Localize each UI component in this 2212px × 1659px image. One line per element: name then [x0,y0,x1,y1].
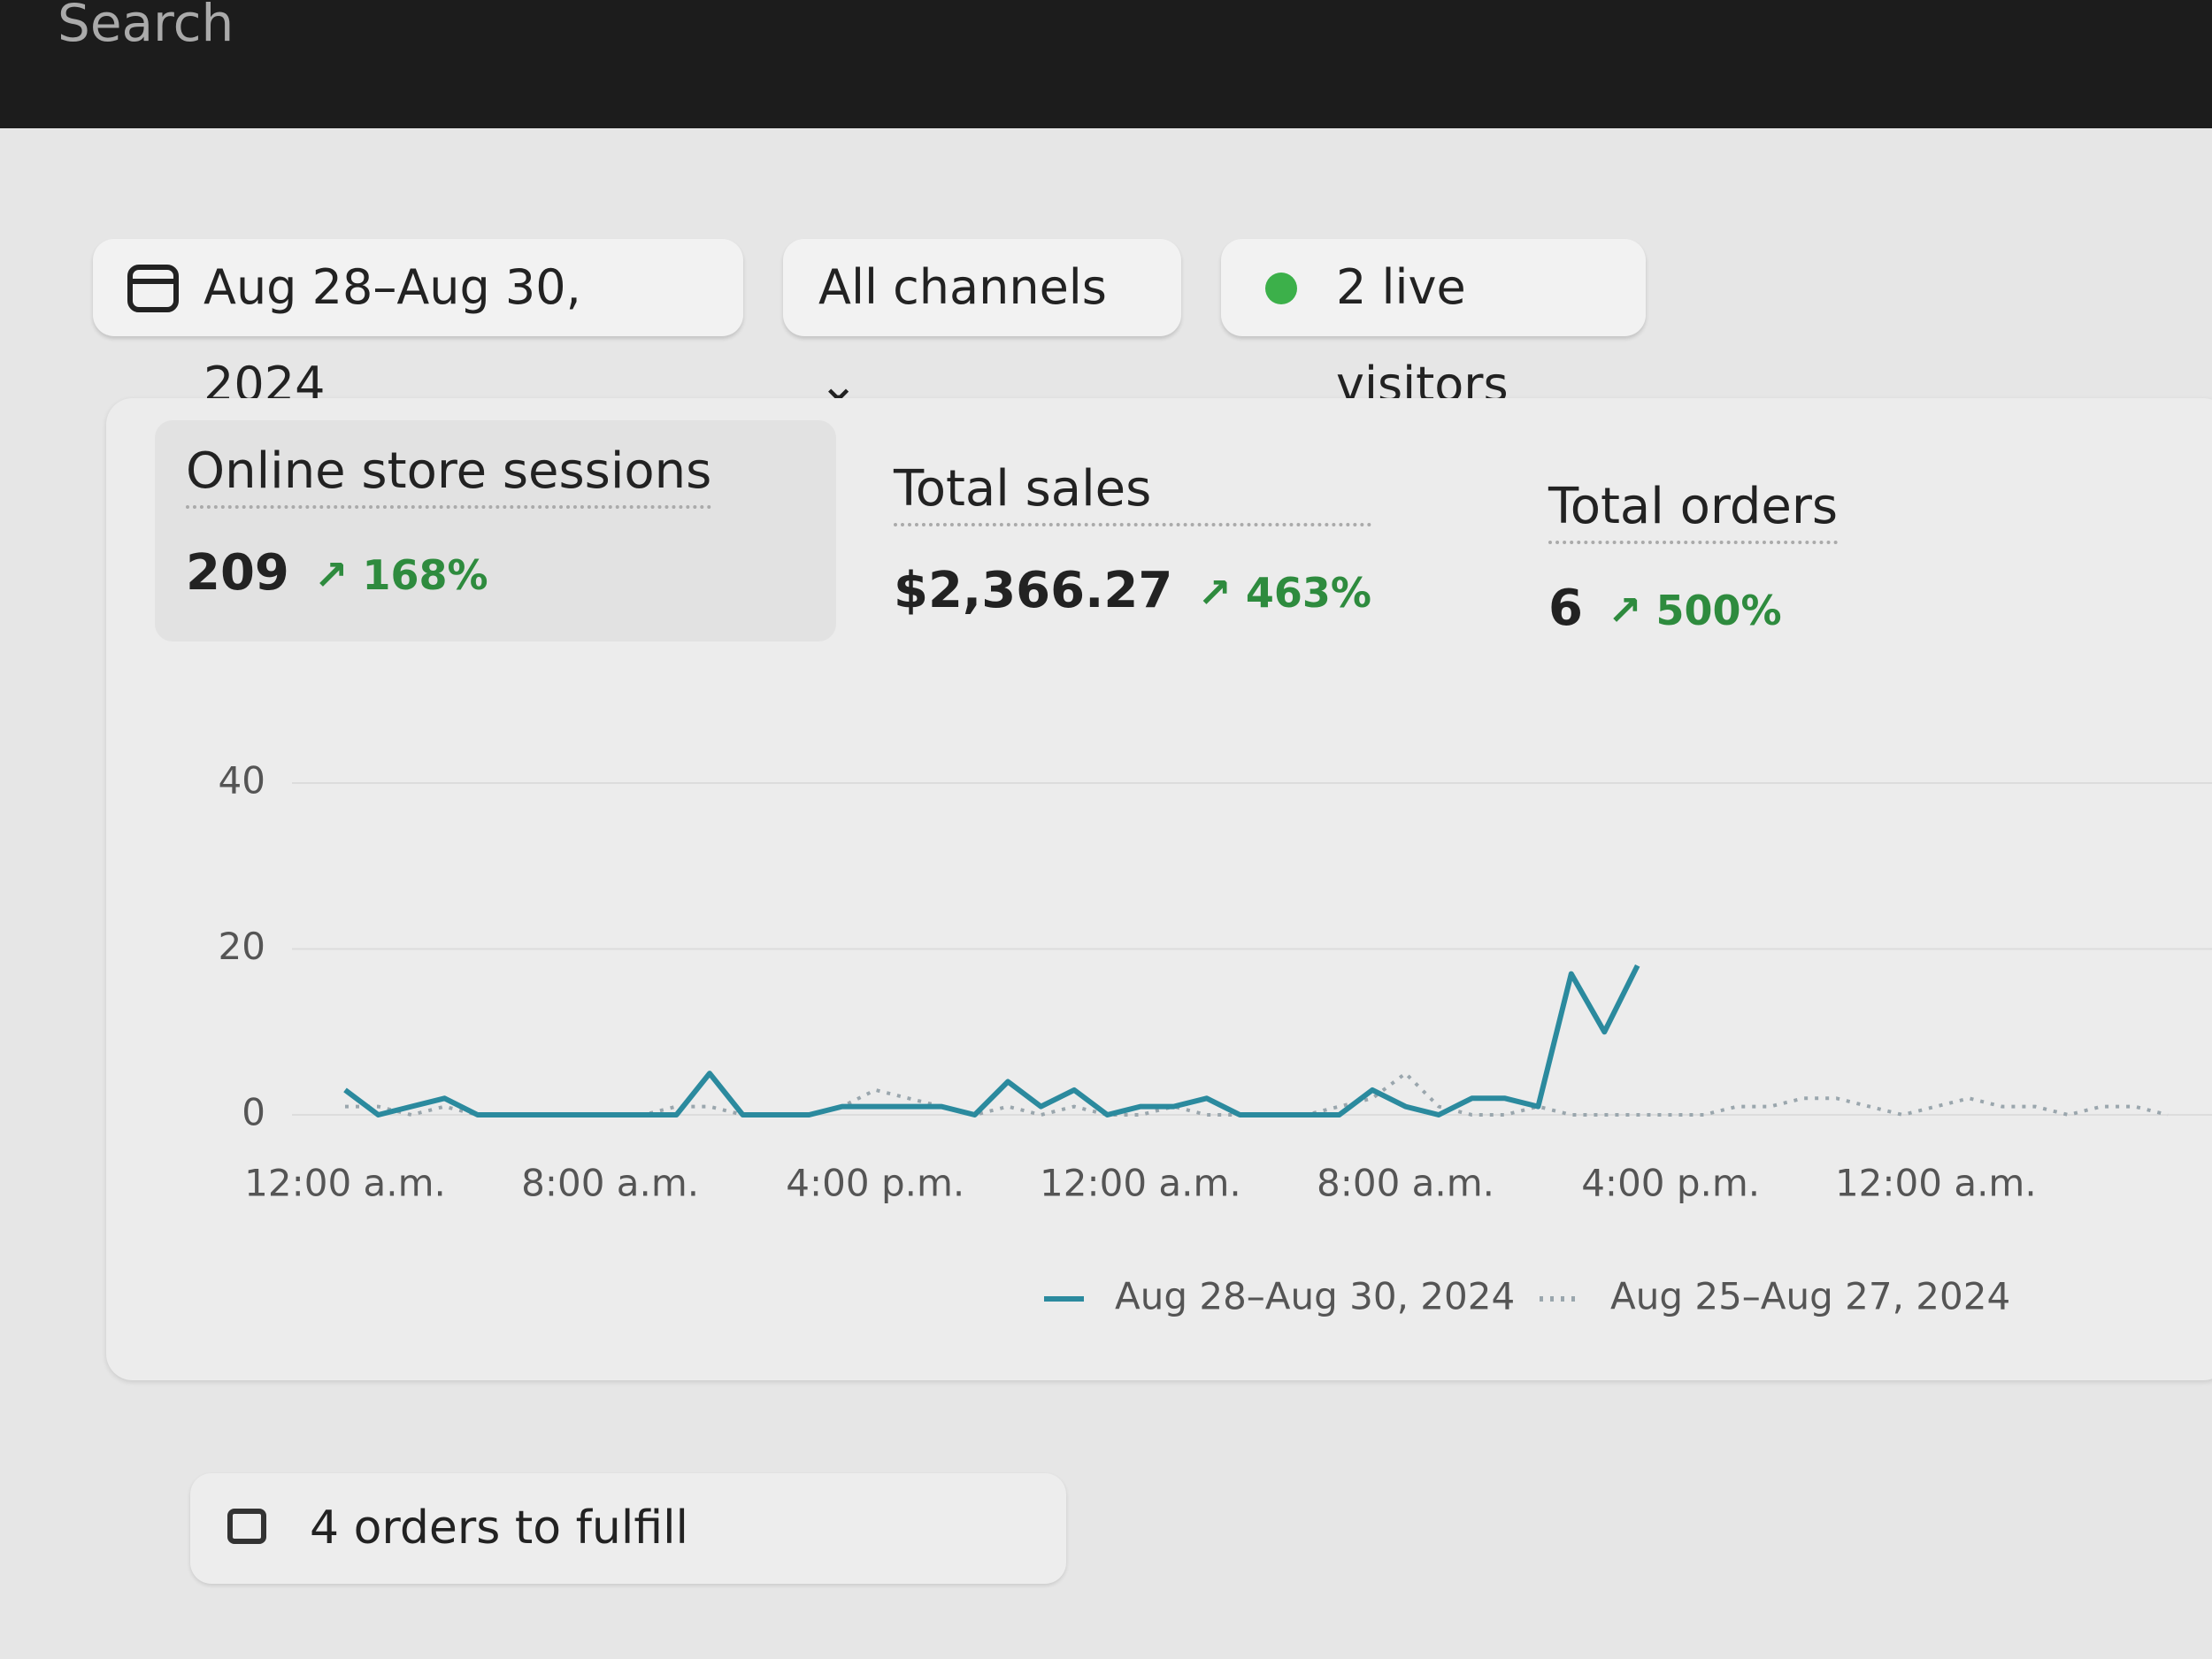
channels: All channels [818,259,1107,315]
y-tick-label: 20 [219,925,265,968]
live-dot [1265,273,1297,304]
change: ↗ 463% [1197,569,1371,617]
fulfill-task[interactable]: 4 orders to fulfill [190,1473,1066,1584]
fulfill-text: 4 orders to fulfill [310,1502,688,1555]
change-value: 463% [1245,569,1371,617]
value: 209 [186,544,289,602]
x-tick-label: 4:00 p.m. [1581,1162,1760,1205]
x-tick-label: 8:00 a.m. [1317,1162,1494,1205]
search[interactable]: Search [58,0,234,53]
metric[interactable]: Total orders 6 ↗ 500% [1548,478,1839,637]
change: ↗ 500% [1607,587,1782,634]
value: 6 [1548,580,1583,637]
x-tick-label: 12:00 a.m. [1040,1162,1241,1205]
change-value: 168% [362,551,488,599]
metrics-card: Online store sessions 209 ↗ 168% Total sal… [106,398,2212,1380]
y-tick-label: 40 [219,759,265,803]
x-tick-label: 8:00 a.m. [521,1162,699,1205]
change: ↗ 168% [313,551,488,599]
channel-select[interactable]: All channels ⌄ [783,239,1181,412]
metric-value: 6 ↗ 500% [1548,580,1838,637]
metric-title: Total orders [1548,478,1839,544]
metric[interactable]: Total sales $2,366.27 ↗ 463% [894,460,1371,619]
x-tick-label: 4:00 p.m. [786,1162,964,1205]
change-value: 500% [1655,587,1782,634]
calendar-icon [127,265,179,312]
metric-title: Online store sessions [186,442,712,509]
x-tick-label: 12:00 a.m. [244,1162,446,1205]
y-tick-label: 0 [242,1091,265,1134]
series-line [345,1071,2169,1117]
series-line [343,964,1640,1118]
metric[interactable]: Online store sessions 209 ↗ 168% [186,442,712,602]
live-visitors[interactable]: 2 live visitors [1221,239,1646,412]
x-tick-label: 12:00 a.m. [1835,1162,2037,1205]
legend-label: Aug 25–Aug 27, 2024 [1610,1275,2010,1318]
top-bar: Search [0,0,2212,128]
metric-value: 209 ↗ 168% [186,544,711,602]
inbox-icon [227,1509,266,1544]
chart: 0 20 40 12:00 a.m. 8:00 a.m. 4:00 p.m. 12:00 a… [219,759,2212,1318]
value: $2,366.27 [894,562,1173,619]
metric-value: $2,366.27 ↗ 463% [894,562,1371,619]
legend-label: Aug 28–Aug 30, 2024 [1115,1275,1515,1318]
selected-metric-bg [155,420,836,641]
metric-title: Total sales [894,460,1371,526]
